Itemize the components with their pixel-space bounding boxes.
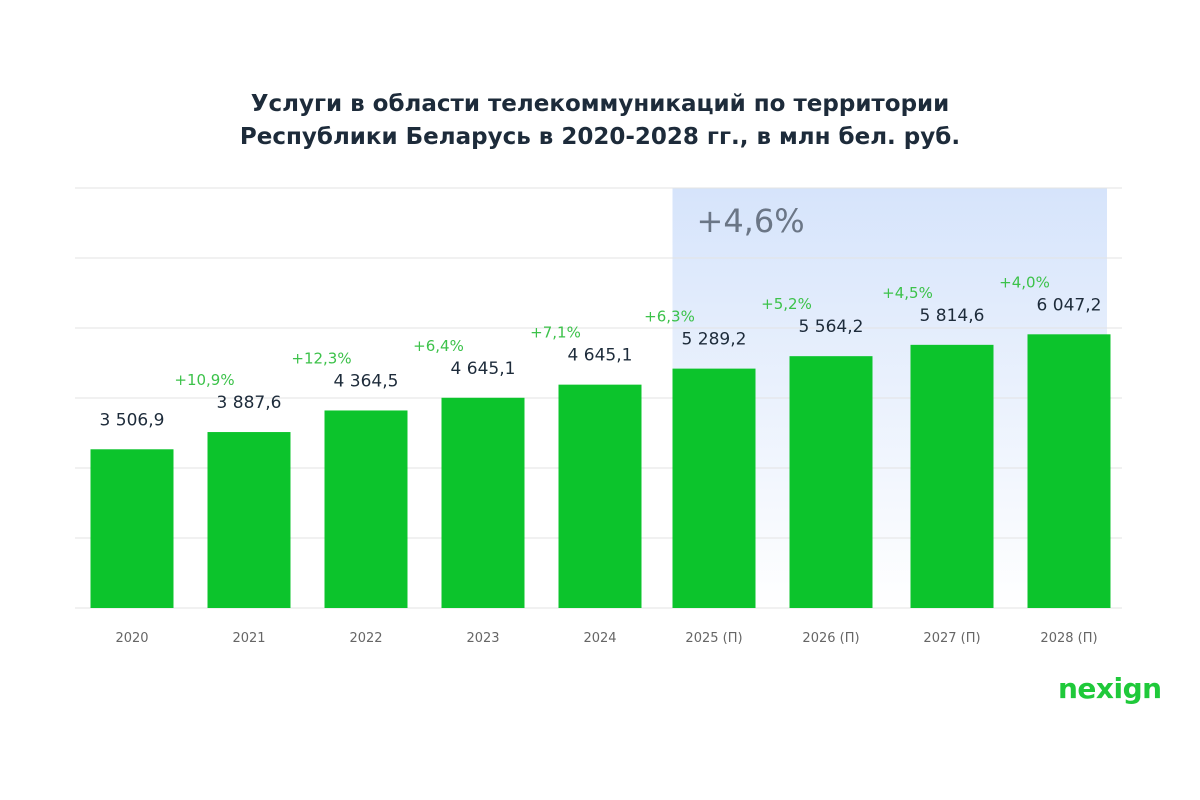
nexign-logo: nexign — [1058, 672, 1162, 705]
x-tick-label: 2022 — [349, 631, 382, 646]
bar-2022 — [324, 410, 408, 608]
bar-2025 (П) — [672, 368, 756, 608]
value-label: 4 364,5 — [334, 371, 399, 391]
value-label: 4 645,1 — [451, 359, 516, 379]
x-tick-label: 2025 (П) — [685, 631, 742, 646]
bar-2024 — [558, 384, 642, 608]
growth-label: +12,3% — [291, 349, 351, 367]
forecast-cagr-label: +4,6% — [697, 202, 805, 240]
chart-title-line-1: Услуги в области телекоммуникаций по тер… — [250, 91, 950, 117]
growth-label: +4,5% — [882, 284, 933, 302]
bar-2023 — [441, 397, 525, 608]
x-tick-label: 2024 — [583, 631, 616, 646]
value-label: 3 887,6 — [217, 393, 282, 413]
bar-2020 — [90, 449, 174, 608]
value-label: 6 047,2 — [1037, 295, 1102, 315]
growth-label: +5,2% — [761, 295, 812, 313]
growth-label: +6,3% — [644, 308, 695, 326]
chart-title-line-2: Республики Беларусь в 2020-2028 гг., в м… — [239, 124, 961, 150]
x-tick-label: 2020 — [115, 631, 148, 646]
growth-label: +10,9% — [174, 371, 234, 389]
value-label: 5 564,2 — [799, 317, 864, 337]
growth-label: +6,4% — [413, 337, 464, 355]
value-label: 5 814,6 — [920, 306, 985, 326]
bar-2021 — [207, 432, 291, 608]
growth-label: +4,0% — [999, 273, 1050, 291]
x-tick-label: 2027 (П) — [923, 631, 980, 646]
chart-title: Услуги в области телекоммуникаций по тер… — [0, 88, 1200, 154]
bar-2026 (П) — [789, 356, 873, 608]
value-label: 3 506,9 — [100, 410, 165, 430]
value-label: 4 645,1 — [568, 346, 633, 366]
x-tick-label: 2023 — [466, 631, 499, 646]
growth-label: +7,1% — [530, 324, 581, 342]
value-label: 5 289,2 — [682, 330, 747, 350]
x-tick-label: 2021 — [232, 631, 265, 646]
bar-2028 (П) — [1027, 334, 1111, 608]
bar-2027 (П) — [910, 344, 994, 608]
x-tick-label: 2028 (П) — [1040, 631, 1097, 646]
x-tick-label: 2026 (П) — [802, 631, 859, 646]
